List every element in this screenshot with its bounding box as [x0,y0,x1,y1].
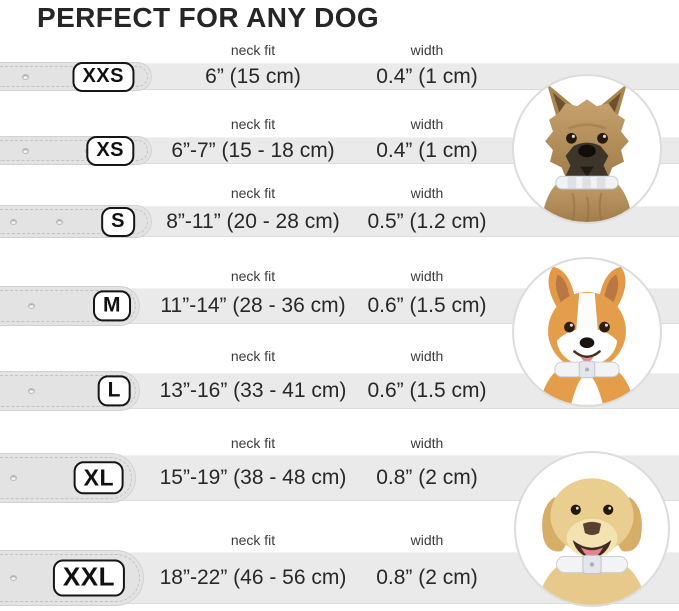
collar-hole [22,147,29,154]
width-column-header: width [410,348,444,364]
collar-hole [10,475,17,481]
dog-photo-terrier [512,74,662,224]
collar-hole [22,73,29,80]
width-value: 0.8” (2 cm) [376,566,478,589]
collar-hole [28,388,35,394]
neck-fit-column-header: neck fit [230,42,276,58]
neck-fit-column-header: neck fit [230,435,276,451]
neck-fit-value: 13”-16” (33 - 41 cm) [159,379,347,402]
neck-fit-column-header: neck fit [230,348,276,364]
neck-fit-value: 6”-7” (15 - 18 cm) [171,138,335,162]
page-title: PERFECT FOR ANY DOG [37,2,380,33]
width-column-header: width [410,532,444,548]
collar-hole [10,218,17,225]
neck-fit-value: 15”-19” (38 - 48 cm) [159,466,347,489]
width-column-header: width [410,268,444,284]
terrier-illustration [541,83,633,222]
size-badge: L [97,375,131,407]
width-column-header: width [410,185,444,201]
width-value: 0.6” (1.5 cm) [367,294,487,317]
neck-fit-value: 11”-14” (28 - 36 cm) [160,294,346,317]
neck-fit-column-header: neck fit [230,185,276,201]
dog-photo-corgi [512,257,662,407]
neck-fit-value: 6” (15 cm) [205,64,301,88]
dog-photo-labrador [514,451,670,607]
width-value: 0.6” (1.5 cm) [367,379,487,402]
size-badge: XS [86,135,134,166]
size-badge: XXL [52,559,125,597]
width-value: 0.4” (1 cm) [376,64,478,88]
width-value: 0.5” (1.2 cm) [367,209,487,233]
size-badge: S [101,206,135,237]
width-column-header: width [410,435,444,451]
collar-hole [28,303,35,309]
width-column-header: width [410,42,444,58]
neck-fit-column-header: neck fit [230,116,276,132]
corgi-illustration [539,266,635,405]
width-value: 0.4” (1 cm) [376,138,478,162]
neck-fit-value: 8”-11” (20 - 28 cm) [166,209,340,233]
neck-fit-value: 18”-22” (46 - 56 cm) [159,566,347,589]
labrador-illustration [536,478,648,605]
neck-fit-column-header: neck fit [230,268,276,284]
collar-hole [10,575,17,581]
width-column-header: width [410,116,444,132]
size-badge: XXS [72,61,134,92]
width-value: 0.8” (2 cm) [376,466,478,489]
neck-fit-column-header: neck fit [230,532,276,548]
collar-hole [56,218,63,225]
size-badge: M [93,290,131,322]
size-badge: XL [73,461,124,495]
